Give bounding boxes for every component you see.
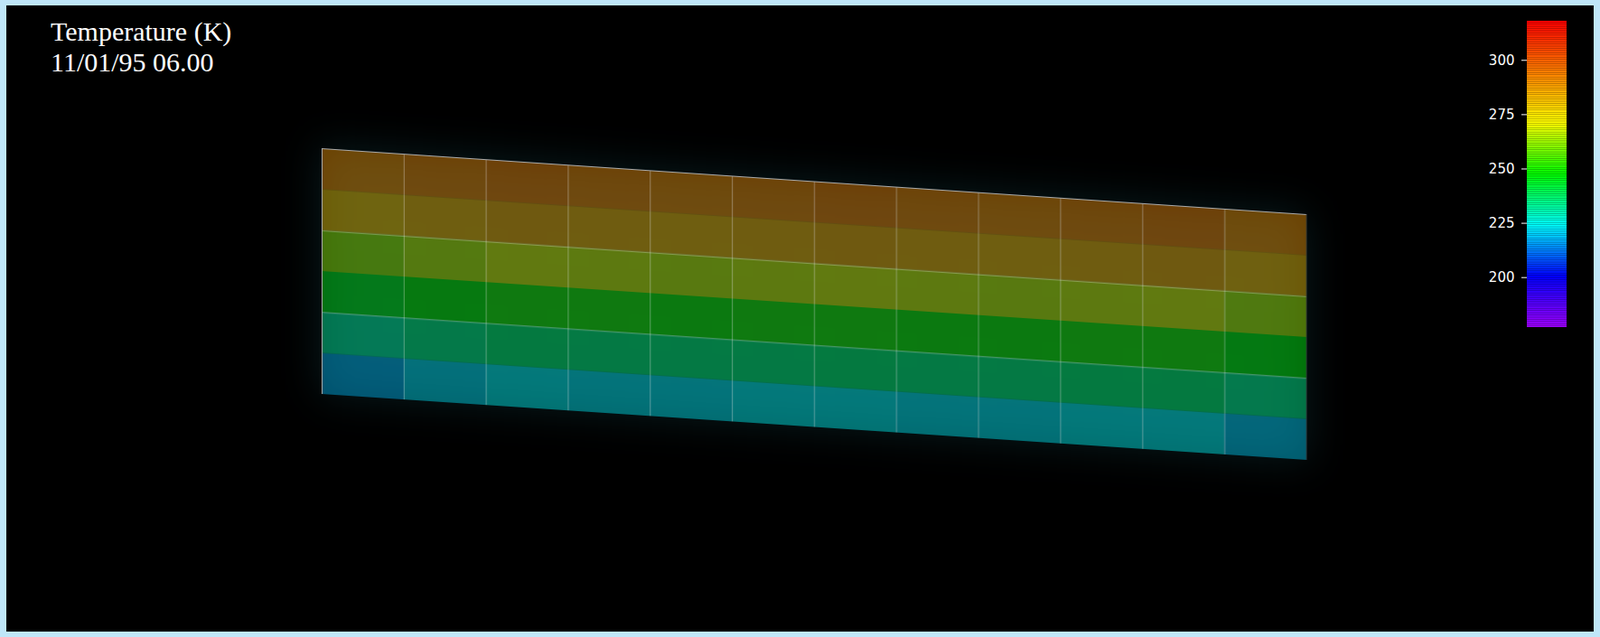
- svg-text:275: 275: [1488, 106, 1516, 123]
- html-text:11/01/95 06.00: 11/01/95 06.00: [50, 46, 214, 77]
- html-text:Temperature (K): Temperature (K): [50, 16, 232, 47]
- svg-text:225: 225: [1488, 215, 1516, 232]
- svg-text:200: 200: [1488, 269, 1516, 286]
- svg-text:300: 300: [1488, 52, 1516, 69]
- svg-text:250: 250: [1488, 160, 1516, 178]
